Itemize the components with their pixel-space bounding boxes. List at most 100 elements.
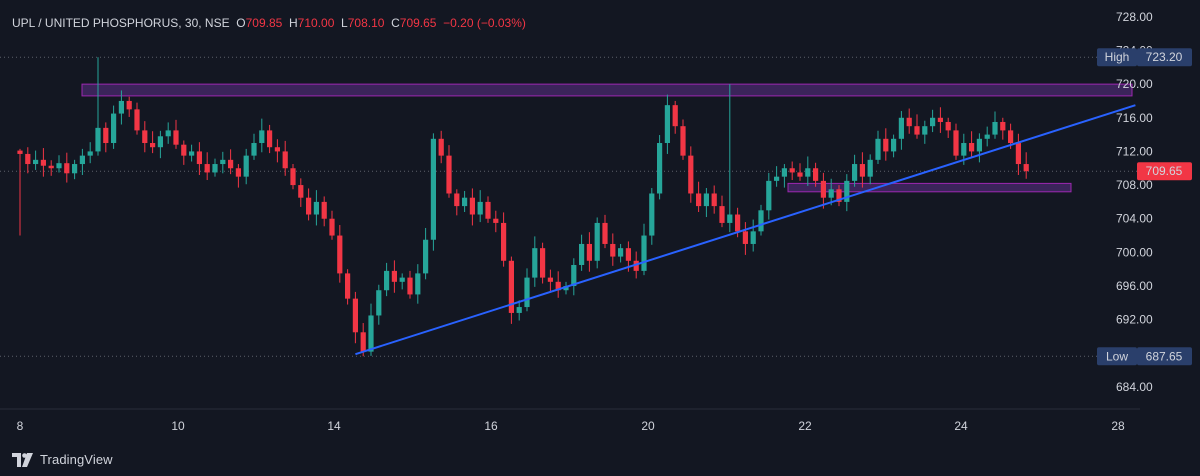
candle-body[interactable] [547, 277, 553, 282]
candle-body[interactable] [430, 138, 436, 240]
candle-body[interactable] [282, 151, 288, 169]
candle-body[interactable] [196, 151, 202, 165]
candle-body[interactable] [758, 210, 764, 232]
candle-body[interactable] [220, 159, 226, 165]
candle-body[interactable] [399, 277, 405, 282]
candle-body[interactable] [87, 151, 93, 156]
candle-body[interactable] [813, 168, 819, 181]
candle-body[interactable] [446, 155, 452, 194]
candle-body[interactable] [1015, 143, 1021, 165]
candle-body[interactable] [274, 147, 280, 152]
candle-body[interactable] [454, 193, 460, 207]
candle-body[interactable] [805, 168, 811, 177]
candle-body[interactable] [204, 164, 210, 173]
candle-body[interactable] [1000, 121, 1006, 131]
candle-body[interactable] [937, 117, 943, 122]
candle-body[interactable] [313, 201, 319, 215]
candle-body[interactable] [329, 218, 335, 236]
resistance-zone[interactable] [81, 83, 1133, 97]
candle-body[interactable] [72, 164, 78, 174]
candle-body[interactable] [875, 138, 881, 160]
candle-body[interactable] [703, 193, 709, 207]
candle-body[interactable] [485, 201, 491, 219]
candle-body[interactable] [142, 130, 148, 144]
candle-body[interactable] [953, 130, 959, 156]
candle-body[interactable] [1008, 130, 1014, 144]
candle-body[interactable] [508, 260, 514, 313]
candle-body[interactable] [376, 290, 382, 316]
candle-body[interactable] [774, 176, 780, 181]
candle-body[interactable] [540, 248, 546, 278]
candle-body[interactable] [664, 105, 670, 144]
candle-body[interactable] [48, 165, 54, 169]
candle-body[interactable] [641, 235, 647, 271]
candle-body[interactable] [111, 113, 117, 144]
candle-body[interactable] [469, 197, 475, 215]
candle-body[interactable] [212, 164, 218, 173]
candle-body[interactable] [672, 105, 678, 127]
candle-body[interactable] [391, 270, 397, 282]
candle-body[interactable] [368, 315, 374, 352]
candle-body[interactable] [680, 126, 686, 156]
candle-body[interactable] [40, 159, 46, 166]
tradingview-branding[interactable]: TradingView [12, 452, 113, 467]
support-zone[interactable] [787, 182, 1072, 193]
candle-body[interactable] [259, 130, 265, 144]
last-price-badge[interactable]: 709.65 [1137, 162, 1192, 181]
candle-body[interactable] [321, 201, 327, 219]
candle-body[interactable] [189, 151, 195, 156]
candle-body[interactable] [243, 155, 249, 177]
candle-body[interactable] [563, 286, 569, 291]
candle-body[interactable] [407, 277, 413, 295]
candle-body[interactable] [696, 193, 702, 207]
low-badge[interactable]: Low 687.65 [1097, 347, 1192, 366]
candle-body[interactable] [56, 163, 62, 169]
candle-body[interactable] [228, 159, 234, 169]
candle-body[interactable] [524, 277, 530, 308]
candle-body[interactable] [781, 168, 787, 177]
candle-body[interactable] [906, 117, 912, 127]
candle-body[interactable] [579, 243, 585, 265]
candle-body[interactable] [150, 143, 156, 148]
candle-body[interactable] [969, 143, 975, 152]
candle-body[interactable] [984, 134, 990, 139]
candle-body[interactable] [852, 164, 858, 181]
candle-body[interactable] [859, 164, 865, 177]
candle-body[interactable] [789, 168, 795, 173]
candle-body[interactable] [922, 126, 928, 135]
candle-body[interactable] [251, 143, 257, 156]
candle-body[interactable] [844, 180, 850, 202]
candle-body[interactable] [625, 248, 631, 261]
candle-body[interactable] [360, 332, 366, 352]
candle-body[interactable] [337, 235, 343, 274]
candle-body[interactable] [602, 222, 608, 244]
candle-body[interactable] [586, 243, 592, 261]
candle-body[interactable] [735, 214, 741, 232]
candle-body[interactable] [345, 273, 351, 299]
candle-body[interactable] [742, 231, 748, 244]
ascending-trendline[interactable] [355, 104, 1136, 356]
candle-body[interactable] [267, 130, 273, 148]
candle-body[interactable] [571, 264, 577, 287]
candle-body[interactable] [95, 127, 101, 152]
candle-body[interactable] [165, 130, 171, 137]
candle-body[interactable] [306, 197, 312, 215]
candle-body[interactable] [79, 155, 85, 165]
candle-body[interactable] [930, 117, 936, 127]
candle-body[interactable] [945, 121, 951, 131]
candle-body[interactable] [477, 201, 483, 215]
candle-body[interactable] [298, 185, 304, 198]
candle-body[interactable] [891, 138, 897, 152]
candle-body[interactable] [103, 127, 109, 144]
candle-body[interactable] [836, 189, 842, 202]
candle-body[interactable] [633, 260, 639, 271]
candle-body[interactable] [867, 159, 873, 177]
candle-body[interactable] [462, 197, 468, 207]
candle-body[interactable] [181, 144, 187, 156]
high-badge[interactable]: High 723.20 [1097, 48, 1192, 67]
candle-body[interactable] [415, 273, 421, 295]
candle-body[interactable] [173, 130, 179, 145]
candle-body[interactable] [820, 180, 826, 198]
candle-body[interactable] [493, 218, 499, 223]
